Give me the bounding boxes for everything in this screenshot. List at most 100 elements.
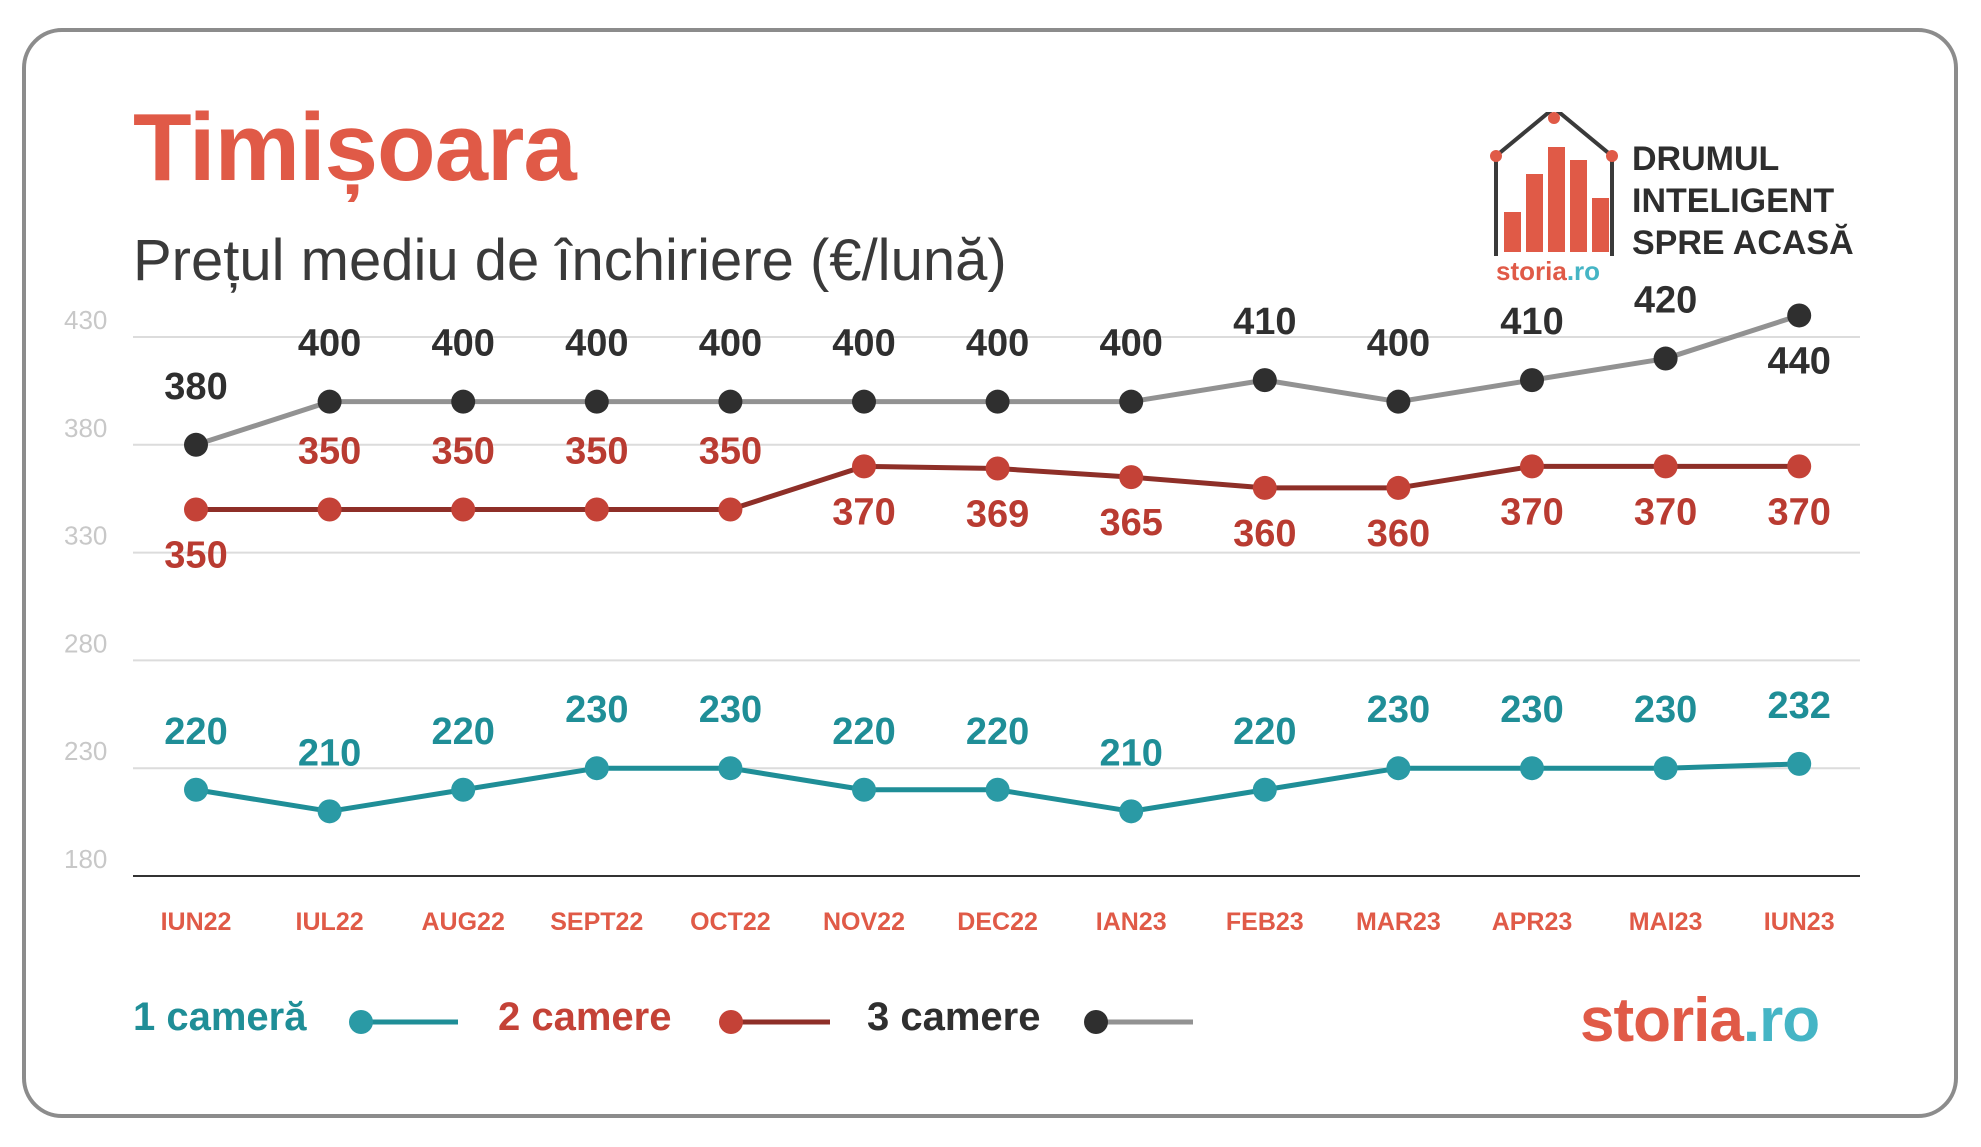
x-tick-label: FEB23 (1226, 908, 1304, 936)
series-3-camere-point (1787, 303, 1812, 328)
series-2-camere-data-label: 350 (431, 430, 494, 472)
series-3-camere-data-label: 400 (431, 323, 494, 365)
series-3-camere-point (1252, 368, 1277, 393)
x-tick-label: DEC22 (957, 908, 1038, 936)
series-2-camere-data-label: 360 (1367, 513, 1430, 555)
brand-tagline-line-1: DRUMUL (1632, 140, 1780, 178)
series-3-camere-point (852, 389, 876, 414)
series-2-camere-point (1386, 475, 1411, 500)
series-1-camera-point (584, 756, 609, 781)
brand-tagline: DRUMUL INTELIGENT SPRE ACASĂ (1632, 138, 1854, 264)
x-tick-label: MAI23 (1629, 908, 1703, 936)
series-1-camera-point (1520, 756, 1544, 781)
series-1-camera-data-label: 220 (431, 711, 494, 753)
series-3-camere-data-label: 420 (1634, 280, 1697, 322)
series-1-camera-point (451, 777, 476, 802)
series-2-camere-point (584, 497, 609, 522)
series-3-camere-point (451, 389, 476, 414)
legend-item-1-camera: 1 cameră (133, 997, 306, 1037)
series-2-camere-point (985, 456, 1010, 481)
series-1-camera-data-label: 230 (1367, 689, 1430, 731)
series-1-camera-point (317, 799, 342, 824)
series-2-camere-data-label: 370 (1767, 491, 1830, 533)
series-3-camere-data-label: 410 (1233, 301, 1296, 343)
series-1-camera-point (1119, 799, 1144, 824)
x-tick-label: AUG22 (422, 908, 505, 936)
series-2-camere-data-label: 370 (1500, 491, 1563, 533)
series-2-camere-point (1252, 475, 1277, 500)
series-3-camere-data-label: 400 (1099, 323, 1162, 365)
legend-label-2-camere: 2 camere (498, 995, 672, 1039)
series-2-camere-point (718, 497, 743, 522)
series-2-camere-data-label: 360 (1233, 513, 1296, 555)
x-tick-label: IAN23 (1096, 908, 1167, 936)
series-2-camere-point (184, 497, 208, 522)
series-3-camere-point (584, 389, 609, 414)
series-3-camere-data-label: 400 (565, 323, 628, 365)
series-2-camere-data-label: 350 (298, 430, 361, 472)
y-tick-label: 280 (64, 628, 107, 658)
x-tick-label: OCT22 (690, 908, 771, 936)
series-3-camere-point (718, 389, 743, 414)
series-2-camere-point (317, 497, 342, 522)
series-1-camera-point (1787, 751, 1812, 776)
series-3-camere-data-label: 410 (1500, 301, 1563, 343)
series-1-camera-point (1252, 777, 1277, 802)
legend-label-1-camera: 1 cameră (133, 995, 307, 1039)
y-tick-label: 230 (64, 736, 107, 766)
house-chart-logo-icon (1490, 112, 1618, 256)
series-1-camera-point (1386, 756, 1411, 781)
brand-tagline-line-3: SPRE ACASĂ (1632, 224, 1854, 262)
brand-logo-small: storia.ro (1496, 256, 1601, 286)
series-2-camere-data-label: 350 (699, 430, 762, 472)
series-2-camere-data-label: 369 (966, 494, 1029, 536)
y-tick-label: 430 (64, 305, 107, 335)
legend-label-3-camere: 3 camere (867, 995, 1041, 1039)
series-1-camera-point (718, 756, 743, 781)
page-title: Timișoara (133, 94, 577, 201)
chart-card (22, 28, 1958, 1118)
series-2-camere-data-label: 350 (164, 534, 227, 576)
series-3-camere-point (1520, 368, 1544, 393)
series-2-camere-point (852, 454, 876, 479)
x-tick-label: IUN22 (161, 908, 232, 936)
series-3-camere-point (1653, 346, 1678, 371)
series-2-camere-point (1119, 465, 1144, 490)
series-3-camere-data-label: 400 (1367, 323, 1430, 365)
legend-swatch-1-camera (349, 1010, 458, 1034)
x-tick-label: MAR23 (1356, 908, 1441, 936)
series-1-camera-data-label: 230 (699, 689, 762, 731)
series-1-camera-data-label: 230 (1634, 689, 1697, 731)
x-tick-label: IUL22 (296, 908, 364, 936)
legend-item-3-camere: 3 camere (867, 997, 1040, 1037)
series-1-camera-data-label: 210 (298, 732, 361, 774)
series-3-camere-point (1386, 389, 1411, 414)
series-2-camere-point (451, 497, 476, 522)
y-tick-label: 180 (64, 844, 107, 874)
series-2-camere-data-label: 370 (832, 491, 895, 533)
series-3-camere-data-label: 400 (298, 323, 361, 365)
series-3-camere-data-label: 400 (966, 323, 1029, 365)
series-3-camere-point (317, 389, 342, 414)
series-1-camera-data-label: 220 (164, 711, 227, 753)
series-1-camera-point (184, 777, 208, 802)
series-1-camera-data-label: 210 (1099, 732, 1162, 774)
series-3-camere-data-label: 380 (164, 366, 227, 408)
legend-swatch-2-camere (719, 1010, 830, 1034)
series-1-camera-point (1653, 756, 1678, 781)
series-2-camere-data-label: 370 (1634, 491, 1697, 533)
legend-swatch-3-camere (1084, 1010, 1193, 1034)
x-tick-label: SEPT22 (550, 908, 643, 936)
series-1-camera-data-label: 220 (832, 711, 895, 753)
series-3-camere-data-label: 440 (1767, 340, 1830, 382)
y-tick-label: 380 (64, 413, 107, 443)
series-1-camera-point (852, 777, 876, 802)
series-1-camera-data-label: 220 (1233, 711, 1296, 753)
series-1-camera-data-label: 220 (966, 711, 1029, 753)
legend-item-2-camere: 2 camere (498, 997, 671, 1037)
series-2-camere-point (1653, 454, 1678, 479)
series-3-camere-data-label: 400 (699, 323, 762, 365)
series-3-camere-point (1119, 389, 1144, 414)
